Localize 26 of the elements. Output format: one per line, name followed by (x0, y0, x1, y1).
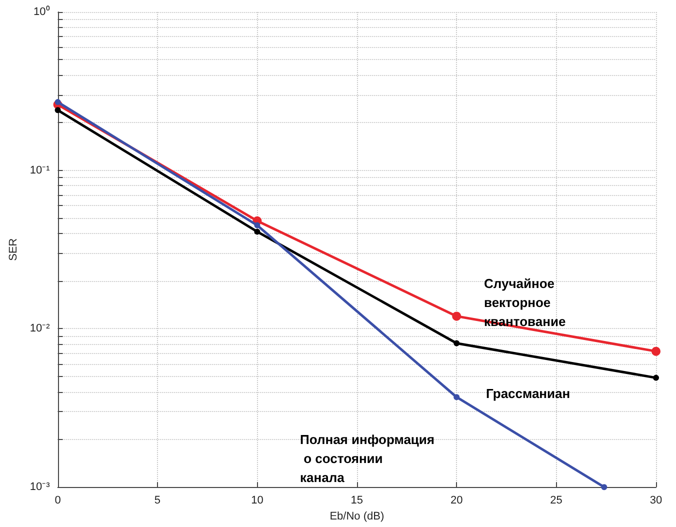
y-tick-label: 10⁻³ (30, 481, 50, 494)
x-axis-title: Eb/No (dB) (330, 510, 384, 522)
y-axis-title: SER (8, 238, 20, 261)
x-tick-label: 5 (154, 494, 161, 507)
x-tick-label: 0 (54, 494, 61, 507)
point (454, 340, 460, 346)
point (254, 228, 260, 235)
point (452, 312, 462, 321)
point (54, 107, 61, 114)
annotation: Случайное векторное квантование (484, 276, 566, 329)
point (254, 222, 260, 228)
y-tick-label: 10⁻¹ (30, 164, 50, 176)
y-tick-label: 10⁻² (30, 322, 50, 335)
point (454, 394, 460, 400)
point (652, 346, 660, 356)
x-tick-label: 10 (251, 494, 264, 507)
x-tick-label: 25 (550, 494, 562, 507)
point (54, 99, 61, 106)
point (601, 484, 608, 490)
x-tick-label: 30 (650, 494, 662, 507)
annotation: Грассманиан (486, 386, 570, 401)
x-tick-label: 20 (450, 494, 463, 507)
x-tick-label: 15 (350, 494, 364, 507)
annotation: Полная информация о состоянии канала (300, 432, 435, 485)
point (653, 374, 659, 381)
y-tick-label: 10⁰ (34, 5, 50, 18)
